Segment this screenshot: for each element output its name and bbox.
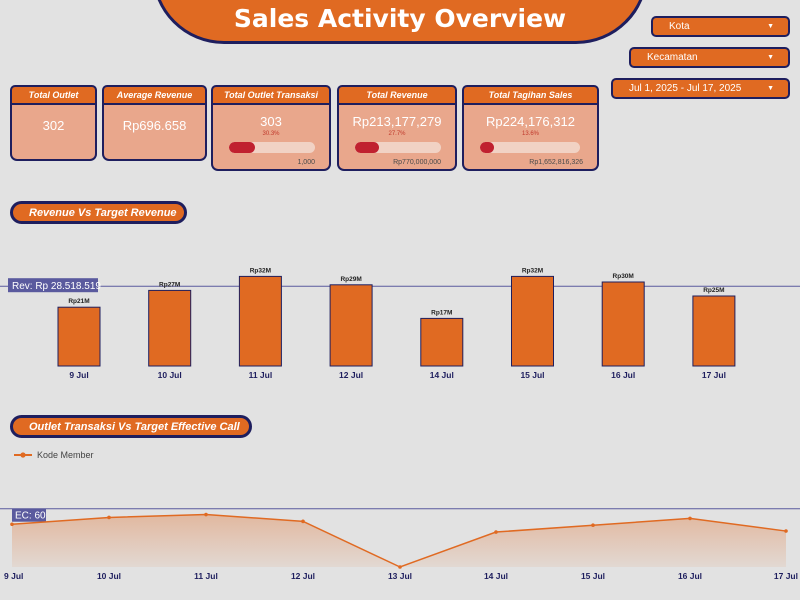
revenue-x-tick-label: 15 Jul <box>520 370 544 380</box>
revenue-bar <box>57 306 101 367</box>
kecamatan-filter-label: Kecamatan <box>647 52 698 63</box>
kpi-progress-bar <box>355 142 441 153</box>
kpi-percent: 13.6% <box>521 131 539 137</box>
revenue-bar-data-label: Rp29M <box>340 276 361 283</box>
revenue-bar <box>329 284 373 367</box>
revenue-x-tick-label: 16 Jul <box>611 370 635 380</box>
revenue-bar-chart: Rev: Rp 28.518.519 Rp21M 9 Jul Rp27M 10 Jul R… <box>0 267 800 380</box>
revenue-bar <box>148 289 192 367</box>
outlet-data-point <box>494 530 498 534</box>
revenue-bar-data-label: Rp30M <box>613 273 634 280</box>
kpi-progress-fill <box>229 142 256 153</box>
outlet-x-tick-label: 17 Jul <box>774 571 798 581</box>
legend-label: Kode Member <box>37 450 94 460</box>
kota-filter-label: Kota <box>669 21 690 32</box>
outlet-x-tick-label: 16 Jul <box>678 571 702 581</box>
outlet-data-point <box>301 519 305 524</box>
revenue-bar-data-label: Rp25M <box>703 287 724 294</box>
outlet-data-point <box>688 516 692 521</box>
outlet-data-point <box>591 523 595 528</box>
kpi-value: Rp696.658 <box>122 118 187 133</box>
revenue-bar-data-label: Rp27M <box>159 281 180 288</box>
page-title: Sales Activity Overview <box>233 4 567 33</box>
outlet-data-point <box>204 512 208 517</box>
kpi-target: Rp770,000,000 <box>393 159 441 166</box>
kpi-target: Rp1,652,816,326 <box>529 159 583 166</box>
kpi-value: 303 <box>260 114 282 129</box>
target-ec-label: EC: 60 <box>12 508 46 522</box>
target-revenue-label-text: Rev: Rp 28.518.519 <box>12 281 101 292</box>
outlet-x-tick-label: 13 Jul <box>388 571 412 581</box>
kota-filter-dropdown[interactable]: Kota ▼ <box>651 16 790 37</box>
revenue-bar-data-label: Rp17M <box>431 309 452 316</box>
kpi-card-total-tagihan-sales: Total Tagihan Sales Rp224,176,312 13.6% … <box>462 85 599 171</box>
kpi-label: Average Revenue <box>102 85 207 105</box>
date-range-picker[interactable]: Jul 1, 2025 - Jul 17, 2025 ▼ <box>611 78 790 99</box>
kpi-target: 1,000 <box>297 159 315 166</box>
target-ec-label-bg <box>12 508 46 522</box>
kpi-label: Total Outlet Transaksi <box>211 85 331 105</box>
outlet-x-tick-label: 9 Jul <box>4 571 23 581</box>
outlet-chart-title: Outlet Transaksi Vs Target Effective Cal… <box>10 415 252 438</box>
revenue-bar <box>692 295 736 367</box>
target-ec-label-text: EC: 60 <box>15 511 46 522</box>
revenue-bar-data-label: Rp32M <box>522 267 543 274</box>
revenue-x-tick-label: 12 Jul <box>339 370 363 380</box>
revenue-x-tick-label: 14 Jul <box>430 370 454 380</box>
revenue-bar-data-label: Rp32M <box>250 267 271 274</box>
kpi-progress-fill <box>480 142 494 153</box>
kpi-percent: 27.7% <box>388 131 406 137</box>
revenue-chart-title: Revenue Vs Target Revenue <box>10 201 187 224</box>
kpi-progress-bar <box>229 142 315 153</box>
page-title-banner: Sales Activity Overview <box>152 0 648 44</box>
revenue-x-tick-label: 17 Jul <box>702 370 726 380</box>
revenue-bar <box>420 317 464 367</box>
outlet-x-tick-label: 14 Jul <box>484 571 508 581</box>
outlet-x-tick-label: 12 Jul <box>291 571 315 581</box>
revenue-bar <box>601 281 645 367</box>
kpi-card-total-revenue: Total Revenue Rp213,177,279 27.7% Rp770,… <box>337 85 457 171</box>
outlet-x-tick-label: 10 Jul <box>97 571 121 581</box>
revenue-x-tick-label: 11 Jul <box>249 370 273 380</box>
chevron-down-icon: ▼ <box>767 85 774 92</box>
kpi-label: Total Tagihan Sales <box>462 85 599 105</box>
outlet-area-chart: Kode Member EC: 60 9 Jul 10 Jul 11 Jul 12 Jul… <box>0 450 800 581</box>
chevron-down-icon: ▼ <box>767 23 774 30</box>
outlet-data-point <box>10 522 14 527</box>
revenue-bar-data-label: Rp21M <box>68 298 89 305</box>
outlet-data-point <box>784 529 788 533</box>
kpi-percent: 30.3% <box>262 131 280 137</box>
kecamatan-filter-dropdown[interactable]: Kecamatan ▼ <box>629 47 790 68</box>
kpi-label: Total Revenue <box>337 85 457 105</box>
kpi-progress-fill <box>355 142 379 153</box>
outlet-area-fill <box>12 514 786 567</box>
outlet-x-tick-label: 15 Jul <box>581 571 605 581</box>
chevron-down-icon: ▼ <box>767 54 774 61</box>
kpi-progress-bar <box>480 142 580 153</box>
kpi-card-average-revenue: Average Revenue Rp696.658 <box>102 85 207 161</box>
kpi-value: 302 <box>42 118 65 133</box>
outlet-data-point <box>398 565 402 569</box>
target-revenue-label: Rev: Rp 28.518.519 <box>8 278 101 293</box>
target-revenue-label-bg <box>8 278 98 293</box>
kpi-value: Rp224,176,312 <box>486 114 575 129</box>
kpi-card-total-outlet-transaksi: Total Outlet Transaksi 303 30.3% 1,000 <box>211 85 331 171</box>
date-range-label: Jul 1, 2025 - Jul 17, 2025 <box>629 83 742 94</box>
outlet-x-tick-label: 11 Jul <box>194 571 218 581</box>
kpi-value: Rp213,177,279 <box>352 114 442 129</box>
kpi-card-total-outlet: Total Outlet 302 <box>10 85 97 161</box>
kpi-label: Total Outlet <box>10 85 97 105</box>
revenue-bar <box>238 275 282 367</box>
revenue-x-tick-label: 10 Jul <box>158 370 182 380</box>
revenue-bar <box>511 275 554 367</box>
legend-marker-icon <box>20 452 26 458</box>
outlet-data-point <box>107 515 111 520</box>
revenue-x-tick-label: 9 Jul <box>69 370 88 380</box>
